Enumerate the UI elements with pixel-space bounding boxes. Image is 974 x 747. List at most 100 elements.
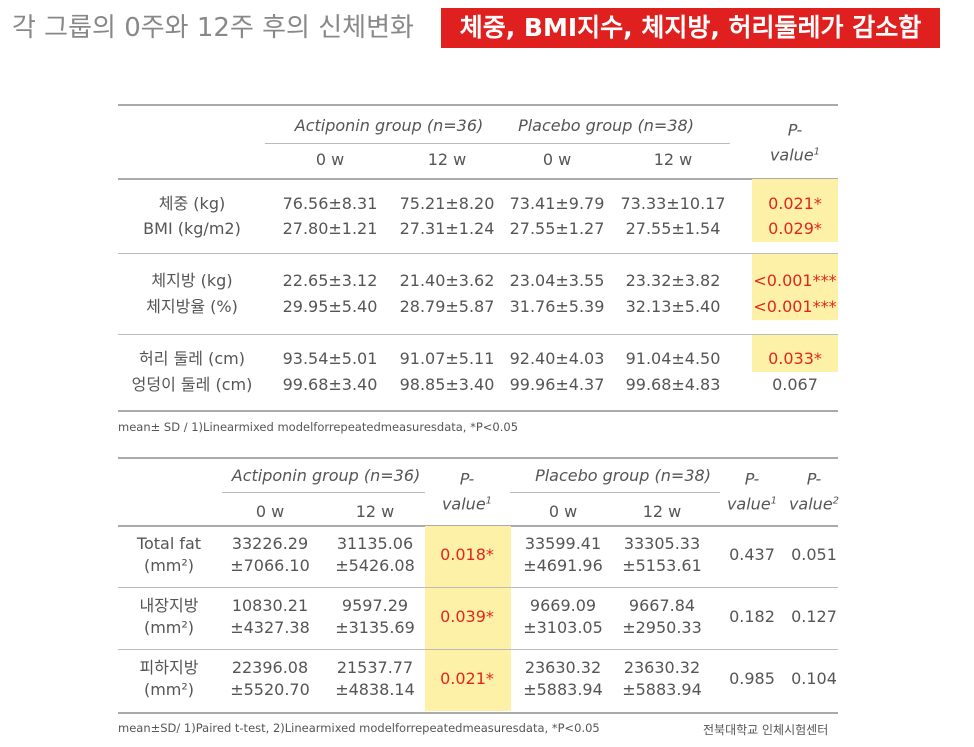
footnote-mark: 1 [485, 495, 493, 507]
highlight-cell [752, 216, 838, 242]
cell: 9669.09 ±3103.05 [523, 596, 603, 637]
group-header: Actiponin group (n=36) [231, 466, 421, 485]
footnote-mark: 1 [813, 146, 821, 158]
p-text: P-value [769, 120, 814, 165]
row-label: Total fat (mm²) [136, 534, 202, 575]
rule [118, 178, 838, 180]
p-value-header: P-value2 [788, 468, 840, 515]
footnote-mark: 1 [770, 495, 778, 507]
cell: 31.76±5.39 [509, 297, 605, 316]
cell: 23630.32 ±5883.94 [523, 658, 603, 699]
rule [118, 457, 838, 459]
footnote-mark: 2 [832, 495, 840, 507]
cell: 0.039* [440, 607, 494, 626]
cell: 76.56±8.31 [282, 194, 378, 213]
cell: <0.001*** [753, 297, 837, 316]
cell: 0.104 [791, 669, 837, 688]
source: 전북대학교 인체시험센터 [703, 723, 829, 737]
p-text: P-value [788, 469, 833, 514]
cell: 91.07±5.11 [399, 349, 495, 368]
rule [118, 334, 838, 335]
highlight: 체중, BMI지수, 체지방, 허리둘레가 감소함 [441, 8, 940, 48]
cell: 0.051 [791, 545, 837, 564]
cell: 91.04±4.50 [625, 349, 721, 368]
cell: 99.96±4.37 [509, 375, 605, 394]
cell: 21.40±3.62 [399, 271, 495, 290]
rule [118, 104, 838, 106]
rule [118, 587, 838, 588]
cell: 33226.29 ±7066.10 [230, 534, 310, 575]
rule [265, 143, 730, 144]
cell: 93.54±5.01 [282, 349, 378, 368]
cell: 0.029* [768, 219, 822, 238]
row-label: BMI (kg/m2) [143, 219, 241, 238]
cell: 23630.32 ±5883.94 [622, 658, 702, 699]
rule [118, 410, 838, 412]
subheader: 0 w [548, 502, 578, 521]
row-label: 체지방 (kg) [151, 271, 233, 290]
cell: 0.067 [772, 375, 818, 394]
cell: 73.41±9.79 [509, 194, 605, 213]
cell: 32.13±5.40 [625, 297, 721, 316]
cell: 27.55±1.27 [509, 219, 605, 238]
group-header: Placebo group (n=38) [518, 116, 694, 135]
group-header: Actiponin group (n=36) [294, 116, 484, 135]
rule [118, 712, 838, 714]
subheader: 12 w [427, 150, 467, 169]
cell: 0.127 [791, 607, 837, 626]
subheader: 0 w [542, 150, 572, 169]
subheader: 0 w [255, 502, 285, 521]
cell: 0.182 [729, 607, 775, 626]
cell: 73.33±10.17 [620, 194, 726, 213]
cell: 0.985 [729, 669, 775, 688]
cell: 75.21±8.20 [399, 194, 495, 213]
note: mean±SD/ 1)Paired t-test, 2)Linearmixed … [118, 721, 600, 735]
cell: 23.04±3.55 [509, 271, 605, 290]
row-label: 체지방율 (%) [146, 297, 238, 316]
cell: 29.95±5.40 [282, 297, 378, 316]
cell: 0.437 [729, 545, 775, 564]
p-text: P-value [726, 469, 771, 514]
cell: 31135.06 ±5426.08 [335, 534, 415, 575]
highlight-cell [425, 588, 511, 649]
highlight-cell [752, 335, 838, 372]
cell: 21537.77 ±4838.14 [335, 658, 415, 699]
cell: 10830.21 ±4327.38 [230, 596, 310, 637]
cell: 27.80±1.21 [282, 219, 378, 238]
p-value-header: P-value1 [769, 119, 821, 166]
cell: 33599.41 ±4691.96 [523, 534, 603, 575]
p-value-header: P-value1 [726, 468, 778, 515]
cell: 9597.29 ±3135.69 [335, 596, 415, 637]
cell: 0.033* [768, 349, 822, 368]
subheader: 12 w [355, 502, 395, 521]
cell: 98.85±3.40 [399, 375, 495, 394]
cell: 33305.33 ±5153.61 [622, 534, 702, 575]
p-value-header: P-value1 [441, 468, 493, 515]
row-label: 내장지방 (mm²) [139, 596, 199, 637]
cell: 99.68±3.40 [282, 375, 378, 394]
highlight-cell [752, 179, 838, 217]
cell: 0.021* [440, 669, 494, 688]
highlight-cell [752, 254, 838, 294]
rule [510, 492, 720, 493]
cell: 23.32±3.82 [625, 271, 721, 290]
subheader: 0 w [315, 150, 345, 169]
rule [222, 492, 425, 493]
cell: 9667.84 ±2950.33 [622, 596, 702, 637]
title: 각 그룹의 0주와 12주 후의 신체변화 [12, 13, 414, 43]
rule [118, 253, 838, 254]
row-label: 피하지방 (mm²) [139, 658, 199, 699]
cell: <0.001*** [753, 271, 837, 290]
cell: 22396.08 ±5520.70 [230, 658, 310, 699]
row-label: 허리 둘레 (cm) [139, 349, 245, 368]
cell: 27.55±1.54 [625, 219, 721, 238]
cell: 27.31±1.24 [399, 219, 495, 238]
cell: 28.79±5.87 [399, 297, 495, 316]
subheader: 12 w [653, 150, 693, 169]
cell: 99.68±4.83 [625, 375, 721, 394]
cell: 0.021* [768, 194, 822, 213]
rule [118, 649, 838, 650]
subheader: 12 w [642, 502, 682, 521]
highlight-cell [752, 294, 838, 320]
